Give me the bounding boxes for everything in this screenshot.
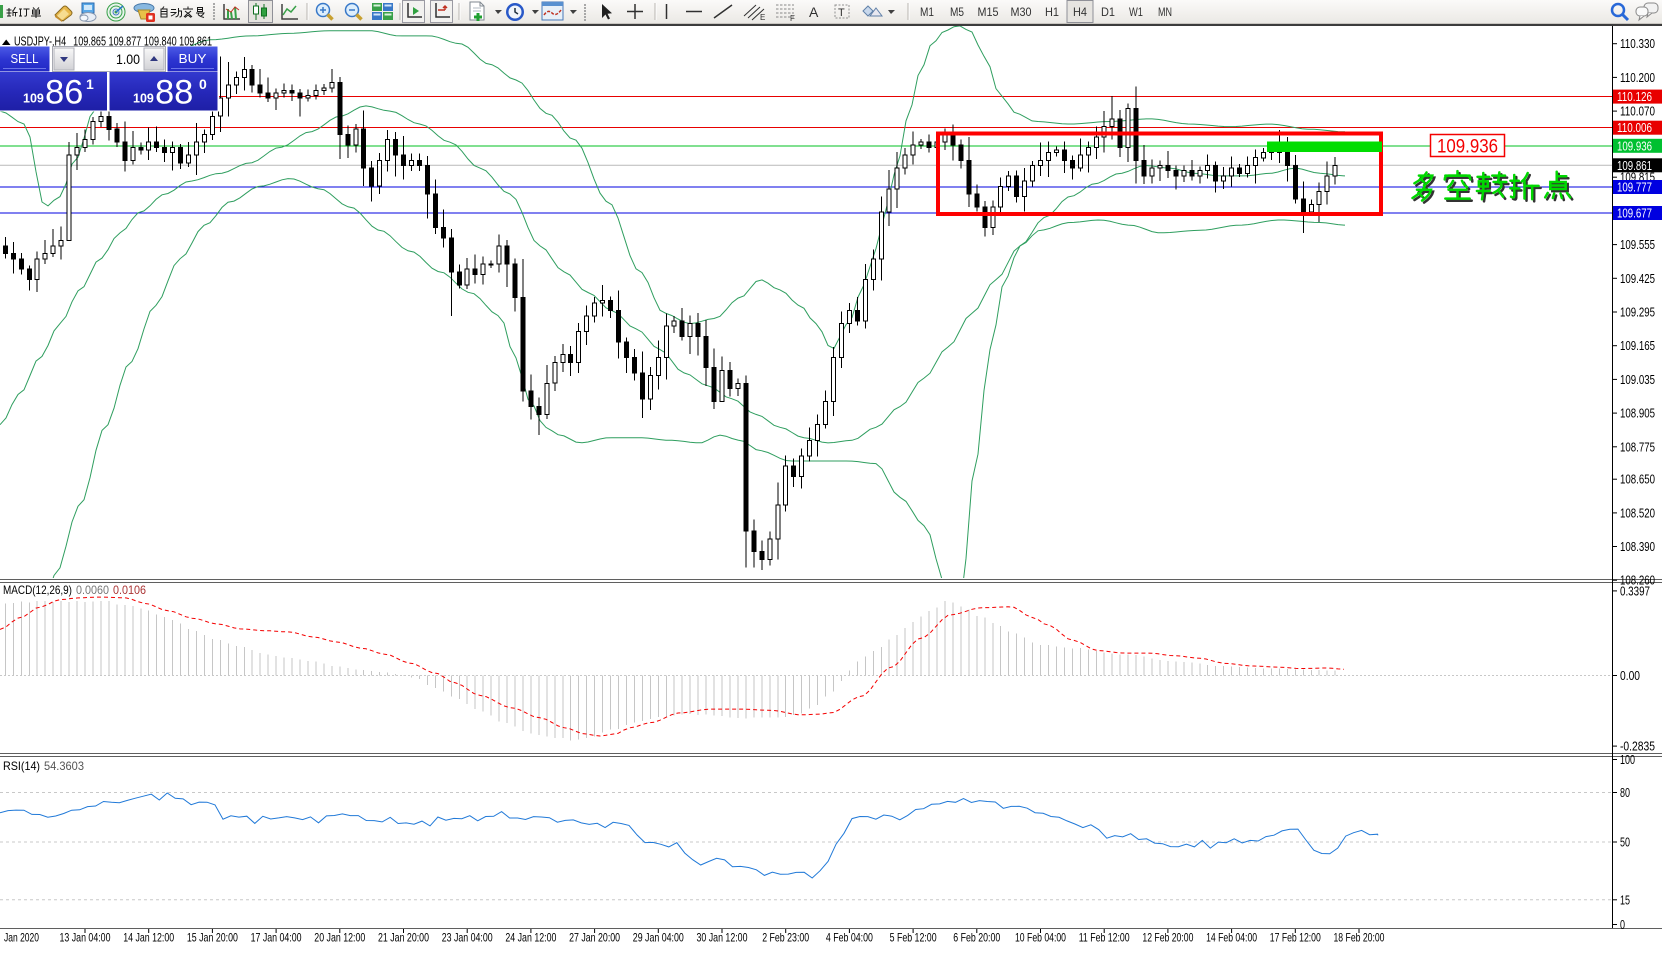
svg-text:H4: H4 <box>1073 5 1087 19</box>
svg-text:MACD(12,26,9): MACD(12,26,9) <box>3 583 72 597</box>
svg-text:109.936: 109.936 <box>1617 139 1652 153</box>
svg-text:110.006: 110.006 <box>1617 121 1652 135</box>
svg-text:F: F <box>790 14 795 23</box>
svg-text:88: 88 <box>155 74 193 112</box>
svg-text:109.677: 109.677 <box>1617 206 1652 220</box>
svg-text:M15: M15 <box>978 5 999 19</box>
svg-text:110.070: 110.070 <box>1620 105 1655 119</box>
svg-text:Jan 2020: Jan 2020 <box>4 931 39 945</box>
svg-text:12 Feb 20:00: 12 Feb 20:00 <box>1142 931 1193 945</box>
svg-text:2 Feb 23:00: 2 Feb 23:00 <box>762 931 809 945</box>
svg-text:USDJPY-,H4 109.865 109.877 10: USDJPY-,H4 109.865 109.877 109.840 109.8… <box>14 34 212 49</box>
svg-text:80: 80 <box>1620 786 1630 800</box>
svg-text:109.035: 109.035 <box>1620 373 1655 387</box>
svg-text:T: T <box>838 7 845 19</box>
svg-text:23 Jan 04:00: 23 Jan 04:00 <box>442 931 493 945</box>
svg-text:86: 86 <box>45 74 83 112</box>
svg-text:100: 100 <box>1620 753 1635 767</box>
svg-text:15 Jan 20:00: 15 Jan 20:00 <box>187 931 238 945</box>
svg-text:-0.2835: -0.2835 <box>1620 740 1655 754</box>
svg-text:109: 109 <box>133 92 154 106</box>
svg-text:110.126: 110.126 <box>1617 90 1652 104</box>
svg-text:1: 1 <box>86 76 94 92</box>
svg-text:17 Feb 12:00: 17 Feb 12:00 <box>1270 931 1321 945</box>
svg-text:0: 0 <box>199 76 207 92</box>
svg-text:10 Feb 04:00: 10 Feb 04:00 <box>1015 931 1066 945</box>
svg-text:21 Jan 20:00: 21 Jan 20:00 <box>378 931 429 945</box>
svg-text:109.165: 109.165 <box>1620 339 1655 353</box>
svg-text:4 Feb 04:00: 4 Feb 04:00 <box>826 931 873 945</box>
svg-text:109.295: 109.295 <box>1620 305 1655 319</box>
svg-text:108.520: 108.520 <box>1620 506 1655 520</box>
svg-text:6 Feb 20:00: 6 Feb 20:00 <box>953 931 1000 945</box>
svg-text:BUY: BUY <box>179 51 207 66</box>
svg-text:15: 15 <box>1620 893 1630 907</box>
svg-text:11 Feb 12:00: 11 Feb 12:00 <box>1079 931 1130 945</box>
svg-text:0.0106: 0.0106 <box>113 583 146 597</box>
svg-text:109.425: 109.425 <box>1620 272 1655 286</box>
svg-text:W1: W1 <box>1129 5 1143 19</box>
svg-text:108.775: 108.775 <box>1620 440 1655 454</box>
svg-text:109.777: 109.777 <box>1617 181 1652 195</box>
svg-text:M1: M1 <box>920 5 934 19</box>
svg-text:108.390: 108.390 <box>1620 540 1655 554</box>
svg-text:109.861: 109.861 <box>1617 159 1652 173</box>
svg-text:A: A <box>809 4 819 20</box>
svg-text:M30: M30 <box>1011 5 1032 19</box>
svg-text:109: 109 <box>23 92 44 106</box>
svg-text:17 Jan 04:00: 17 Jan 04:00 <box>251 931 302 945</box>
svg-text:108.260: 108.260 <box>1620 574 1655 588</box>
svg-text:54.3603: 54.3603 <box>44 759 84 773</box>
svg-text:27 Jan 20:00: 27 Jan 20:00 <box>569 931 620 945</box>
svg-text:110.200: 110.200 <box>1620 71 1655 85</box>
svg-text:110.330: 110.330 <box>1620 37 1655 51</box>
svg-text:108.905: 108.905 <box>1620 407 1655 421</box>
svg-text:1.00: 1.00 <box>116 51 140 67</box>
svg-text:0: 0 <box>1620 918 1625 932</box>
svg-text:SELL: SELL <box>11 51 39 66</box>
svg-text:18 Feb 20:00: 18 Feb 20:00 <box>1334 931 1385 945</box>
svg-text:5 Feb 12:00: 5 Feb 12:00 <box>890 931 937 945</box>
svg-text:MN: MN <box>1158 5 1172 19</box>
svg-text:109.936: 109.936 <box>1437 137 1498 158</box>
svg-text:14 Jan 12:00: 14 Jan 12:00 <box>123 931 174 945</box>
svg-text:E: E <box>760 13 765 22</box>
svg-text:29 Jan 04:00: 29 Jan 04:00 <box>633 931 684 945</box>
svg-text:109.555: 109.555 <box>1620 238 1655 252</box>
svg-text:14 Feb 04:00: 14 Feb 04:00 <box>1206 931 1257 945</box>
svg-text:0.0060: 0.0060 <box>76 583 109 597</box>
svg-text:13 Jan 04:00: 13 Jan 04:00 <box>60 931 111 945</box>
svg-text:0.3397: 0.3397 <box>1620 584 1650 598</box>
svg-text:RSI(14): RSI(14) <box>3 759 40 773</box>
svg-text:50: 50 <box>1620 836 1630 850</box>
svg-text:24 Jan 12:00: 24 Jan 12:00 <box>505 931 556 945</box>
svg-text:0.00: 0.00 <box>1620 669 1640 683</box>
svg-text:108.650: 108.650 <box>1620 473 1655 487</box>
svg-text:D1: D1 <box>1101 5 1115 19</box>
svg-text:20 Jan 12:00: 20 Jan 12:00 <box>314 931 365 945</box>
svg-text:H1: H1 <box>1045 5 1059 19</box>
svg-text:M5: M5 <box>950 5 964 19</box>
svg-text:30 Jan 12:00: 30 Jan 12:00 <box>697 931 748 945</box>
